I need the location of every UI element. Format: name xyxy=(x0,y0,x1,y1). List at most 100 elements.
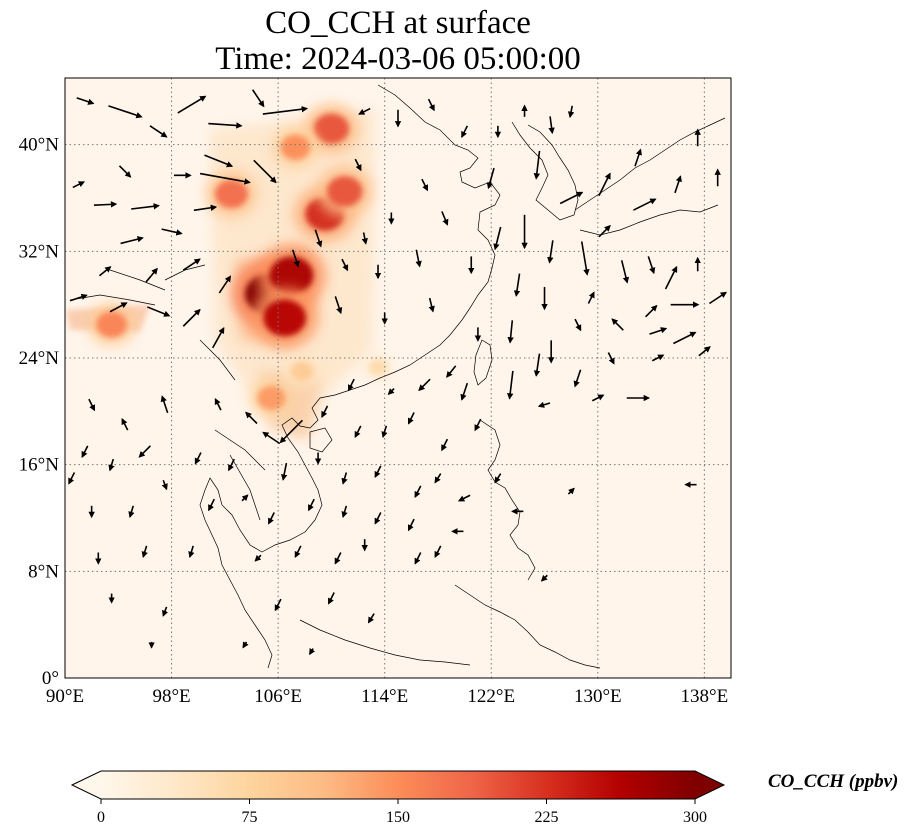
wind-arrow xyxy=(76,97,95,105)
taiwan-outline xyxy=(473,339,493,386)
wind-arrow xyxy=(182,308,201,327)
wind-arrow xyxy=(193,204,218,212)
wind-arrow xyxy=(160,395,169,414)
wind-arrow xyxy=(507,320,514,344)
wind-arrow xyxy=(434,545,442,558)
hotspot-core xyxy=(291,361,314,381)
wind-arrow xyxy=(204,154,234,168)
colorbar-extend-high xyxy=(695,771,724,799)
wind-arrow xyxy=(649,327,668,335)
wind-arrow xyxy=(457,494,471,502)
wind-arrow xyxy=(274,598,282,612)
wind-arrow xyxy=(428,297,435,313)
wind-arrow xyxy=(513,273,521,297)
x-tick-label: 122°E xyxy=(467,686,515,707)
wind-arrow xyxy=(162,606,169,617)
wind-arrow xyxy=(138,445,151,458)
wind-arrow xyxy=(72,181,85,189)
wind-arrow xyxy=(567,105,575,119)
y-axis-ticks: 0° 8°N 16°N 24°N 32°N 40°N xyxy=(19,135,60,689)
colorbar-label: CO_CCH (ppbv) xyxy=(768,771,898,792)
x-tick-label: 114°E xyxy=(361,686,408,707)
wind-arrow xyxy=(407,412,415,425)
wind-arrow xyxy=(145,267,158,283)
wind-arrow xyxy=(374,512,382,525)
wind-arrow xyxy=(109,302,128,313)
wind-arrow xyxy=(214,398,222,411)
y-tick-label: 40°N xyxy=(19,135,60,156)
wind-arrow xyxy=(149,125,168,138)
x-tick-label: 138°E xyxy=(681,686,729,707)
wind-arrow xyxy=(354,158,362,172)
wind-arrow xyxy=(620,260,630,284)
wind-arrow xyxy=(194,452,202,465)
wind-arrow xyxy=(118,165,132,178)
wind-arrow xyxy=(242,641,249,649)
wind-arrow xyxy=(88,398,96,412)
wind-arrow xyxy=(460,382,469,401)
x-tick-label: 98°E xyxy=(152,686,190,707)
wind-arrow xyxy=(673,331,697,345)
colorbar-tick-label: 0 xyxy=(97,809,105,826)
wind-arrow xyxy=(199,172,251,185)
wind-arrow xyxy=(267,512,275,525)
wind-arrow xyxy=(262,106,309,115)
wind-arrow xyxy=(208,498,215,512)
wind-arrow xyxy=(294,545,302,558)
y-tick-label: 0° xyxy=(42,668,59,689)
wind-arrow xyxy=(141,545,148,559)
x-tick-label: 130°E xyxy=(574,686,622,707)
wind-arrow xyxy=(580,241,590,276)
wind-arrow xyxy=(211,326,225,349)
wind-arrow xyxy=(474,418,482,432)
wind-arrow xyxy=(367,613,375,624)
wind-arrow xyxy=(254,554,262,562)
wind-vectors xyxy=(68,89,727,656)
hotspot-core xyxy=(269,256,314,295)
wind-arrow xyxy=(279,419,304,444)
wind-arrow xyxy=(421,178,429,192)
wind-arrow xyxy=(81,445,89,458)
wind-arrow xyxy=(341,258,349,272)
wind-arrow xyxy=(645,304,658,318)
wind-arrow xyxy=(182,258,201,271)
wind-arrow xyxy=(387,388,395,395)
plot-title-line-2: Time: 2024-03-06 05:00:00 xyxy=(215,41,581,77)
wind-arrow xyxy=(253,159,277,184)
plot-title-line-1: CO_CCH at surface xyxy=(265,5,531,41)
wind-arrow xyxy=(414,485,422,498)
wind-arrow xyxy=(347,378,355,392)
wind-arrow xyxy=(414,552,422,565)
hainan-outline xyxy=(309,427,333,453)
wind-arrow xyxy=(418,378,431,392)
colorbar-extend-low xyxy=(72,771,101,799)
wind-arrow xyxy=(674,175,682,194)
wind-arrow xyxy=(121,418,129,431)
map-frame xyxy=(64,77,732,679)
wind-arrow xyxy=(461,125,469,138)
wind-arrow xyxy=(327,592,335,605)
colorbar-tick-label: 225 xyxy=(535,809,559,826)
wind-arrow xyxy=(291,249,300,268)
wind-arrow xyxy=(374,465,382,478)
wind-arrow xyxy=(434,473,442,484)
wind-arrow xyxy=(427,98,435,112)
wind-arrow xyxy=(361,232,368,245)
wind-arrow xyxy=(241,494,249,502)
wind-arrow xyxy=(446,365,457,378)
wind-arrow xyxy=(651,354,665,362)
wind-arrow xyxy=(341,472,348,485)
x-tick-label: 106°E xyxy=(254,686,302,707)
wind-arrow xyxy=(188,545,195,559)
wind-arrow xyxy=(634,148,642,167)
wind-arrow xyxy=(218,275,232,294)
wind-arrow xyxy=(559,191,584,205)
x-axis-ticks: 90°E 98°E 106°E 114°E 122°E 130°E 138°E xyxy=(46,686,728,707)
wind-arrow xyxy=(486,167,495,190)
wind-arrow xyxy=(321,405,329,418)
wind-arrow xyxy=(314,229,323,248)
wind-arrow xyxy=(161,228,183,236)
wind-arrow xyxy=(567,487,575,495)
hotspot-core xyxy=(280,134,311,160)
